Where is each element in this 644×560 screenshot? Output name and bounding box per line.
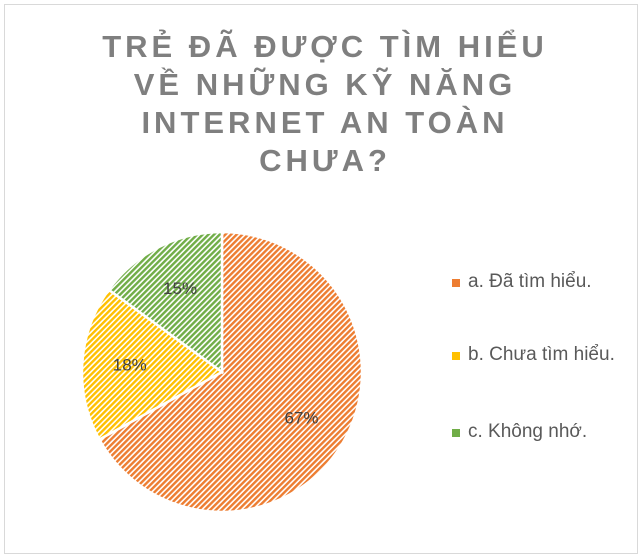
slice-label: 15% <box>163 279 197 298</box>
chart-title: TRẺ ĐÃ ĐƯỢC TÌM HIỂU VỀ NHỮNG KỸ NĂNG IN… <box>102 29 548 178</box>
pie-slice <box>80 287 225 442</box>
legend-label: b. Chưa tìm hiểu. <box>468 344 615 365</box>
legend-swatch <box>452 279 460 287</box>
chart-border <box>4 4 638 554</box>
legend-item: a. Đã tìm hiểu. <box>452 270 627 294</box>
legend-swatch <box>452 352 460 360</box>
pie-slice <box>106 230 224 375</box>
slice-label: 67% <box>285 409 319 428</box>
slice-label: 18% <box>113 356 147 375</box>
legend-swatch <box>452 429 460 437</box>
legend-label: c. Không nhớ. <box>468 421 588 442</box>
legend-item: c. Không nhớ. <box>452 420 627 444</box>
pie-slice <box>97 230 364 514</box>
legend-label: a. Đã tìm hiểu. <box>468 271 592 292</box>
legend-item: b. Chưa tìm hiểu. <box>452 343 627 367</box>
